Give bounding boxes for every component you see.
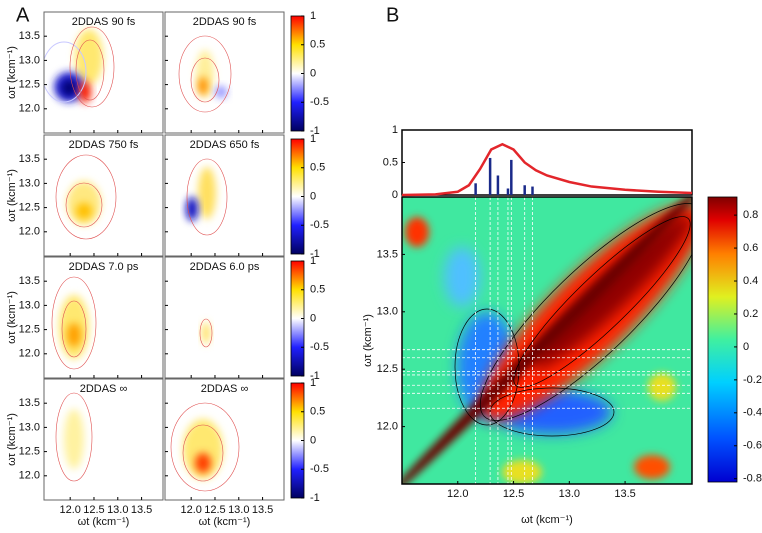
colorbar-tick-label: 0.5: [310, 284, 325, 296]
plot-frame: [43, 378, 164, 501]
y-axis-label: ωτ (kcm⁻¹): [6, 46, 18, 99]
panel-title: 2DDAS 6.0 ps: [190, 261, 260, 273]
plot-frame: [43, 256, 164, 379]
colorbar-tick-label: 0: [310, 190, 316, 202]
y-tick-label: 12.0: [19, 348, 40, 360]
y-tick-label: 13.0: [19, 421, 40, 433]
spectrum-line: [401, 142, 693, 197]
x-tick-label: 13.0: [228, 504, 249, 516]
y-axis-label: ωτ (kcm⁻¹): [362, 314, 374, 367]
colorbar-tick-label: 0: [310, 434, 316, 446]
colorbar-tick-label: 0: [310, 67, 316, 79]
y-tick-label: 0.5: [383, 156, 398, 168]
y-tick-label: 13.5: [19, 153, 40, 165]
y-axis-label: ωτ (kcm⁻¹): [6, 291, 18, 344]
colorbar-tick-label: 0.5: [310, 162, 325, 174]
x-tick-label: 12.5: [503, 488, 524, 500]
panel-title: 2DDAS 7.0 ps: [69, 261, 139, 273]
x-tick-label: 13.0: [107, 504, 128, 516]
plot-frame: [164, 11, 285, 134]
x-tick-label: 12.5: [83, 504, 104, 516]
x-tick-label: 13.5: [131, 504, 152, 516]
y-tick-label: 13.5: [19, 30, 40, 42]
x-tick-label: 12.0: [447, 488, 468, 500]
plot-frame: [164, 256, 285, 379]
y-axis-label: ωτ (kcm⁻¹): [6, 169, 18, 222]
colorbar-tick-label: -0.5: [310, 219, 329, 231]
y-tick-label: 13.0: [19, 177, 40, 189]
x-tick-label: 13.0: [559, 488, 580, 500]
plot-frame: [401, 196, 693, 485]
plot-frame: [164, 378, 285, 501]
colorbar-tick-label: -0.6: [743, 440, 762, 452]
y-tick-label: 13.0: [19, 299, 40, 311]
y-tick-label: 12.5: [19, 79, 40, 91]
x-tick-label: 12.5: [204, 504, 225, 516]
x-tick-label: 13.5: [252, 504, 273, 516]
panel-title: 2DDAS 90 fs: [72, 16, 136, 28]
plot-frame: [43, 134, 164, 257]
colorbar-tick-label: 1: [310, 133, 316, 145]
x-tick-label: 13.5: [614, 488, 635, 500]
y-tick-label: 12.0: [19, 470, 40, 482]
y-tick-label: 13.5: [377, 248, 398, 260]
y-tick-label: 13.5: [19, 397, 40, 409]
panel-title: 2DDAS 750 fs: [69, 139, 139, 151]
colorbar-tick-label: 1: [310, 10, 316, 22]
x-tick-label: 12.0: [59, 504, 80, 516]
panel-title: 2DDAS ∞: [80, 383, 128, 395]
y-tick-label: 0: [392, 189, 398, 201]
panel-label: A: [16, 4, 30, 26]
colorbar-tick-label: -1: [310, 125, 320, 137]
colorbar-tick-label: -0.4: [743, 407, 762, 419]
x-tick-label: 12.0: [180, 504, 201, 516]
colorbar: [707, 196, 738, 483]
map-layer: [44, 26, 692, 492]
x-axis-label: ωt (kcm⁻¹): [521, 514, 573, 526]
plot-frame: [43, 11, 164, 134]
y-tick-label: 1: [392, 124, 398, 136]
plot-frame: [164, 134, 285, 257]
plot-frame: [401, 129, 693, 196]
colorbar-tick-label: -0.5: [310, 96, 329, 108]
colorbar-tick-label: 0.5: [310, 39, 325, 51]
colorbar-tick-label: 0.5: [310, 406, 325, 418]
panel-title: 2DDAS 90 fs: [193, 16, 257, 28]
y-tick-label: 13.0: [377, 306, 398, 318]
y-tick-label: 12.5: [19, 202, 40, 214]
colorbar-tick-label: -0.8: [743, 473, 762, 485]
panel-title: 2DDAS ∞: [201, 383, 249, 395]
colorbar-tick-label: 1: [310, 255, 316, 267]
colorbar-tick-label: 0: [743, 341, 749, 353]
y-tick-label: 12.0: [19, 103, 40, 115]
colorbar-tick-label: 0.2: [743, 308, 758, 320]
panel-title: 2DDAS 650 fs: [190, 139, 260, 151]
x-axis-label: ωt (kcm⁻¹): [199, 516, 251, 528]
colorbar-tick-label: -1: [310, 248, 320, 260]
colorbar-tick-label: -1: [310, 370, 320, 382]
colorbar-tick-label: -0.2: [743, 374, 762, 386]
y-tick-label: 12.5: [19, 324, 40, 336]
x-axis-label: ωt (kcm⁻¹): [78, 516, 130, 528]
y-tick-label: 13.5: [19, 275, 40, 287]
y-tick-label: 12.0: [19, 226, 40, 238]
colorbar-tick-label: 0.6: [743, 242, 758, 254]
y-tick-label: 13.0: [19, 54, 40, 66]
y-tick-label: 12.5: [377, 363, 398, 375]
colorbar-tick-label: 0.8: [743, 209, 758, 221]
panel-label: B: [386, 4, 399, 26]
y-tick-label: 12.5: [19, 446, 40, 458]
colorbar-tick-label: -0.5: [310, 463, 329, 475]
colorbar-tick-label: 0.4: [743, 275, 758, 287]
colorbar-tick-label: -1: [310, 492, 320, 504]
colorbar-tick-label: 0: [310, 312, 316, 324]
y-axis-label: ωτ (kcm⁻¹): [6, 413, 18, 466]
colorbar-tick-label: -0.5: [310, 341, 329, 353]
y-tick-label: 12.0: [377, 421, 398, 433]
colorbar-tick-label: 1: [310, 377, 316, 389]
